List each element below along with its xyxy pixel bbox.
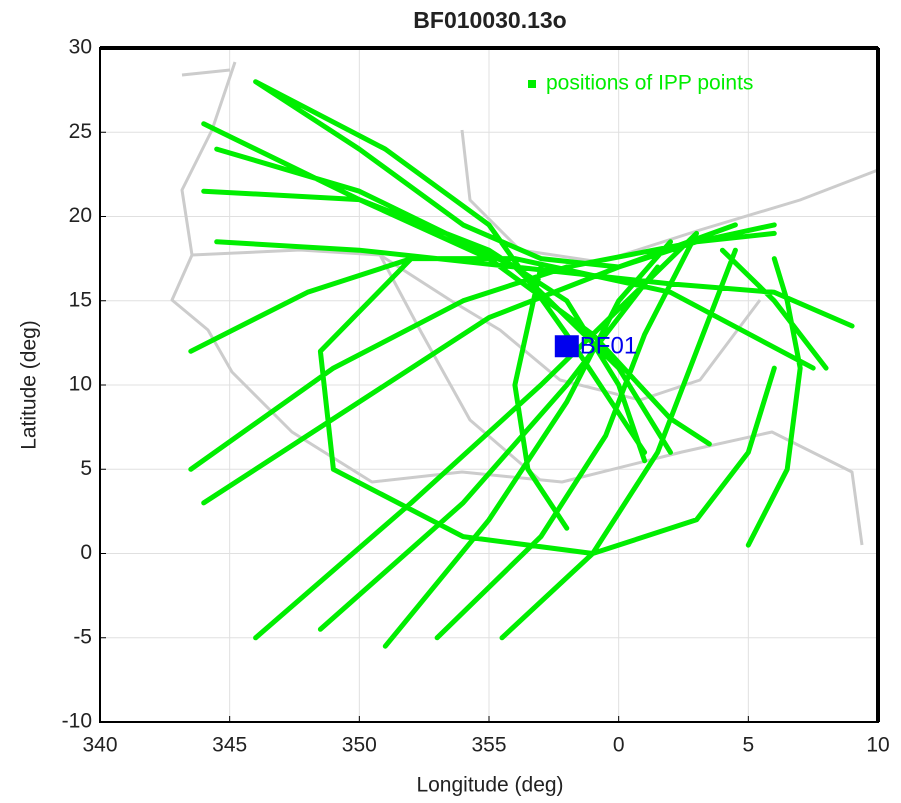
y-tick-label: 30	[69, 36, 92, 59]
y-tick-label: 15	[69, 288, 92, 311]
x-tick-label: 10	[866, 734, 889, 757]
x-tick-label: 355	[471, 734, 506, 757]
y-tick-label: 10	[69, 373, 92, 396]
y-tick-label: -5	[73, 625, 92, 648]
y-tick-label: 20	[69, 204, 92, 227]
legend-swatch	[528, 80, 536, 88]
legend-label: positions of IPP points	[546, 72, 753, 95]
station-marker	[554, 335, 579, 358]
x-tick-label: 340	[82, 734, 117, 757]
x-tick-label: 345	[212, 734, 247, 757]
y-tick-label: 25	[69, 120, 92, 143]
x-tick-label: 5	[742, 734, 754, 757]
x-tick-label: 350	[342, 734, 377, 757]
x-axis-label: Longitude (deg)	[416, 774, 563, 797]
ipp-track	[188, 79, 855, 649]
y-tick-label: 5	[80, 457, 92, 480]
y-tick-label: 0	[80, 541, 92, 564]
x-tick-label: 0	[613, 734, 625, 757]
y-tick-label: -10	[62, 710, 92, 733]
station-label: BF01	[580, 333, 637, 360]
y-axis-label: Latitude (deg)	[18, 320, 41, 450]
chart-title: BF010030.13o	[413, 7, 566, 33]
